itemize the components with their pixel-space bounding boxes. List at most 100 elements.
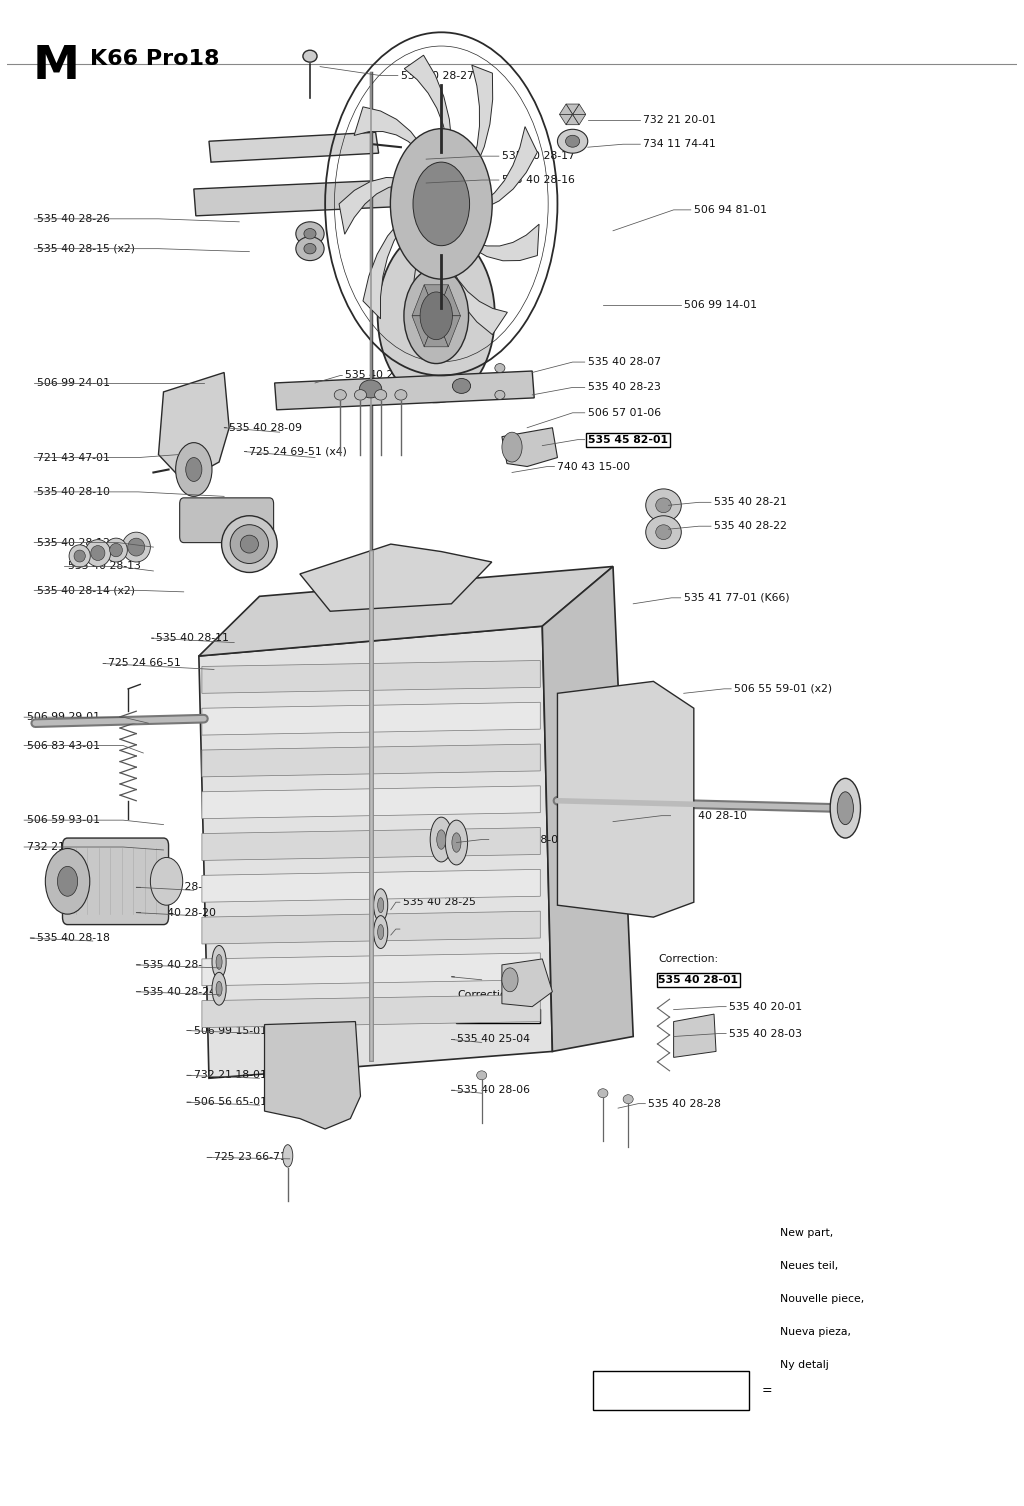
Text: 535 40 28-01: 535 40 28-01 — [658, 974, 738, 985]
Polygon shape — [572, 104, 586, 114]
Polygon shape — [202, 953, 541, 986]
Text: 535 40 28-05 (x2): 535 40 28-05 (x2) — [492, 834, 590, 845]
Text: 725 23 66-71: 725 23 66-71 — [214, 1152, 287, 1163]
Polygon shape — [209, 133, 379, 163]
Ellipse shape — [303, 50, 317, 62]
Circle shape — [57, 866, 78, 896]
Polygon shape — [159, 372, 229, 482]
Ellipse shape — [624, 1095, 633, 1104]
Circle shape — [420, 292, 453, 340]
Ellipse shape — [241, 535, 258, 553]
Text: 535 40 28-11: 535 40 28-11 — [157, 633, 229, 643]
Polygon shape — [502, 428, 557, 467]
Ellipse shape — [830, 779, 860, 837]
Text: Nueva pieza,: Nueva pieza, — [779, 1327, 851, 1337]
Polygon shape — [362, 211, 414, 319]
Polygon shape — [194, 181, 393, 215]
Ellipse shape — [476, 1071, 486, 1080]
Ellipse shape — [221, 515, 278, 572]
Ellipse shape — [304, 229, 316, 239]
Polygon shape — [404, 56, 452, 164]
Text: 506 59 93-01: 506 59 93-01 — [28, 815, 100, 825]
Ellipse shape — [359, 380, 382, 398]
Text: 734 11 74-41: 734 11 74-41 — [643, 139, 716, 149]
Text: 535 40 28-24: 535 40 28-24 — [143, 986, 216, 997]
Circle shape — [176, 443, 212, 497]
Text: K66 Pro18: K66 Pro18 — [90, 48, 219, 69]
Polygon shape — [424, 285, 449, 316]
Text: 535 40 28-13: 535 40 28-13 — [68, 562, 140, 571]
Polygon shape — [469, 127, 538, 211]
Polygon shape — [202, 661, 541, 693]
Text: 506 99 24-01: 506 99 24-01 — [37, 378, 111, 389]
Polygon shape — [460, 224, 539, 261]
Text: Neues teil,: Neues teil, — [779, 1262, 838, 1271]
Ellipse shape — [296, 236, 325, 261]
Text: 740 43 15-00: 740 43 15-00 — [557, 461, 631, 471]
Circle shape — [502, 432, 522, 462]
Polygon shape — [502, 959, 552, 1006]
Polygon shape — [412, 285, 436, 316]
Polygon shape — [202, 911, 541, 944]
Text: 535 40 28-10: 535 40 28-10 — [674, 810, 746, 821]
Polygon shape — [202, 995, 541, 1027]
Circle shape — [185, 458, 202, 482]
FancyBboxPatch shape — [62, 837, 169, 925]
Text: Correction:: Correction: — [658, 953, 719, 964]
Polygon shape — [559, 114, 572, 125]
Text: 535 40 28-02: 535 40 28-02 — [458, 971, 530, 982]
Text: 535 40 28-14 (x2): 535 40 28-14 (x2) — [37, 586, 135, 595]
Circle shape — [151, 857, 182, 905]
Polygon shape — [414, 236, 444, 352]
Ellipse shape — [646, 489, 681, 521]
FancyBboxPatch shape — [593, 1370, 750, 1410]
Polygon shape — [300, 544, 492, 611]
Text: 535 41 77-01 (K66): 535 41 77-01 (K66) — [684, 593, 790, 602]
Polygon shape — [566, 104, 580, 114]
Ellipse shape — [395, 390, 407, 401]
Ellipse shape — [85, 539, 111, 566]
Polygon shape — [436, 285, 461, 316]
Text: 535 40 28-21: 535 40 28-21 — [714, 497, 786, 508]
Text: 535 40 28-22: 535 40 28-22 — [714, 521, 786, 532]
Polygon shape — [424, 316, 449, 346]
Polygon shape — [264, 1021, 360, 1130]
Ellipse shape — [655, 524, 672, 539]
Ellipse shape — [374, 889, 388, 922]
Ellipse shape — [304, 244, 316, 255]
Ellipse shape — [212, 973, 226, 1005]
Ellipse shape — [91, 545, 104, 560]
Circle shape — [378, 229, 495, 402]
Ellipse shape — [334, 390, 346, 401]
Ellipse shape — [375, 390, 387, 401]
Text: 535 40 28-26: 535 40 28-26 — [37, 214, 111, 224]
Text: xxx xx xx-xx: xxx xx xx-xx — [632, 1386, 710, 1395]
Text: 535 40 28-04: 535 40 28-04 — [458, 1011, 538, 1021]
Circle shape — [390, 128, 493, 279]
Text: 535 40 28-25: 535 40 28-25 — [143, 959, 216, 970]
Ellipse shape — [110, 544, 123, 557]
Ellipse shape — [453, 378, 471, 393]
Text: =: = — [762, 1384, 772, 1396]
Ellipse shape — [216, 982, 222, 995]
Text: 535 40 28-25: 535 40 28-25 — [402, 898, 476, 907]
Text: 506 55 59-01 (x2): 506 55 59-01 (x2) — [734, 684, 833, 694]
Polygon shape — [441, 245, 507, 334]
Text: 535 40 28-10: 535 40 28-10 — [37, 486, 111, 497]
Text: 535 40 28-07: 535 40 28-07 — [588, 357, 660, 367]
Polygon shape — [202, 786, 541, 819]
Ellipse shape — [655, 498, 672, 512]
Polygon shape — [566, 114, 580, 125]
Text: 506 99 15-01: 506 99 15-01 — [194, 1026, 267, 1036]
Text: 535 40 28-09: 535 40 28-09 — [229, 423, 302, 432]
Polygon shape — [354, 107, 432, 164]
Polygon shape — [466, 65, 493, 184]
Ellipse shape — [445, 821, 468, 864]
Text: 535 40 28-24: 535 40 28-24 — [402, 925, 476, 934]
Text: 535 40 25-04: 535 40 25-04 — [458, 1035, 530, 1045]
Text: New part,: New part, — [779, 1229, 833, 1238]
Ellipse shape — [838, 792, 853, 825]
Ellipse shape — [374, 916, 388, 949]
Polygon shape — [202, 869, 541, 902]
Text: 725 24 69-51 (x4): 725 24 69-51 (x4) — [250, 447, 347, 456]
